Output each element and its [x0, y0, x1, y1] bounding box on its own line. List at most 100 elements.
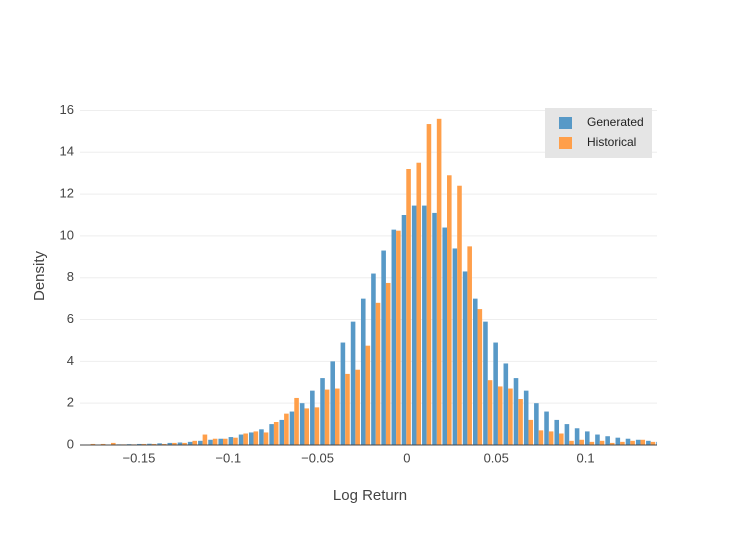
bar: [218, 439, 223, 445]
bar: [412, 206, 417, 445]
legend-swatch: [559, 137, 572, 149]
bar: [518, 399, 523, 445]
bar: [381, 251, 386, 445]
bar: [290, 412, 295, 445]
bar: [539, 430, 544, 445]
bar: [396, 231, 401, 445]
bar: [575, 428, 580, 445]
bar: [565, 424, 570, 445]
bar: [223, 439, 228, 445]
bar: [600, 441, 605, 445]
bar: [366, 346, 371, 445]
bar: [514, 378, 519, 445]
bar: [483, 322, 488, 445]
x-tick-label: 0.1: [577, 450, 595, 465]
y-tick-label: 4: [67, 353, 74, 368]
bar: [351, 322, 356, 445]
x-tick-label: −0.15: [122, 450, 155, 465]
bar: [640, 440, 645, 445]
bar: [528, 420, 533, 445]
bar: [320, 378, 325, 445]
y-tick-label: 0: [67, 436, 74, 451]
bar: [661, 443, 666, 445]
bar: [361, 299, 366, 445]
bar: [463, 271, 468, 445]
bar: [549, 431, 554, 445]
bar: [630, 441, 635, 445]
bar: [432, 213, 437, 445]
bar: [392, 230, 397, 445]
bar: [254, 431, 259, 445]
bar: [569, 441, 574, 445]
bar: [422, 206, 427, 445]
x-axis-title: Log Return: [333, 487, 407, 504]
bar: [315, 407, 320, 445]
bar: [585, 431, 590, 445]
bar: [310, 391, 315, 445]
bar: [559, 434, 564, 446]
x-tick-label: 0: [403, 450, 410, 465]
bar: [341, 343, 346, 445]
bar: [498, 386, 503, 445]
bar: [534, 403, 539, 445]
bar: [192, 441, 197, 445]
bar: [524, 391, 529, 445]
y-tick-label: 12: [60, 186, 74, 201]
bar: [345, 374, 350, 445]
bar: [233, 438, 238, 445]
bar: [416, 163, 421, 445]
bar: [229, 437, 234, 445]
x-tick-label: −0.05: [301, 450, 334, 465]
bar: [442, 228, 447, 445]
bar: [269, 424, 274, 445]
bar: [626, 439, 631, 445]
bar: [376, 303, 381, 445]
bar: [579, 440, 584, 445]
bar: [243, 434, 248, 446]
bar: [508, 389, 513, 445]
bars: [86, 119, 665, 445]
bar: [213, 439, 218, 445]
bar: [478, 309, 483, 445]
y-tick-label: 8: [67, 269, 74, 284]
x-tick-label: −0.1: [215, 450, 241, 465]
bar: [467, 246, 472, 445]
bar: [406, 169, 411, 445]
bar: [504, 363, 509, 445]
legend-label: Historical: [587, 135, 636, 149]
legend-label: Generated: [587, 115, 644, 129]
bar: [208, 440, 213, 445]
bar: [284, 414, 289, 445]
bar: [330, 361, 335, 445]
bar: [325, 390, 330, 445]
bar: [355, 370, 360, 445]
bar: [473, 299, 478, 445]
legend-swatch: [559, 117, 572, 129]
bar: [371, 274, 376, 445]
bar: [239, 435, 244, 445]
x-tick-label: 0.05: [484, 450, 509, 465]
y-tick-label: 10: [60, 227, 74, 242]
bar: [274, 422, 279, 445]
bar: [280, 420, 285, 445]
bar: [335, 389, 340, 445]
bar: [636, 440, 641, 445]
bar: [198, 441, 203, 445]
bar: [427, 124, 432, 445]
bar: [386, 283, 391, 445]
bar: [447, 175, 452, 445]
bar: [493, 343, 498, 445]
bar: [646, 441, 651, 445]
y-axis-title: Density: [31, 250, 48, 301]
bar: [203, 435, 208, 445]
bar: [259, 429, 264, 445]
bar: [402, 215, 407, 445]
y-tick-label: 14: [60, 144, 74, 159]
y-tick-label: 2: [67, 395, 74, 410]
bar: [304, 408, 309, 445]
bar: [544, 412, 549, 445]
bar: [294, 398, 299, 445]
bar: [249, 432, 254, 445]
bar: [300, 403, 305, 445]
